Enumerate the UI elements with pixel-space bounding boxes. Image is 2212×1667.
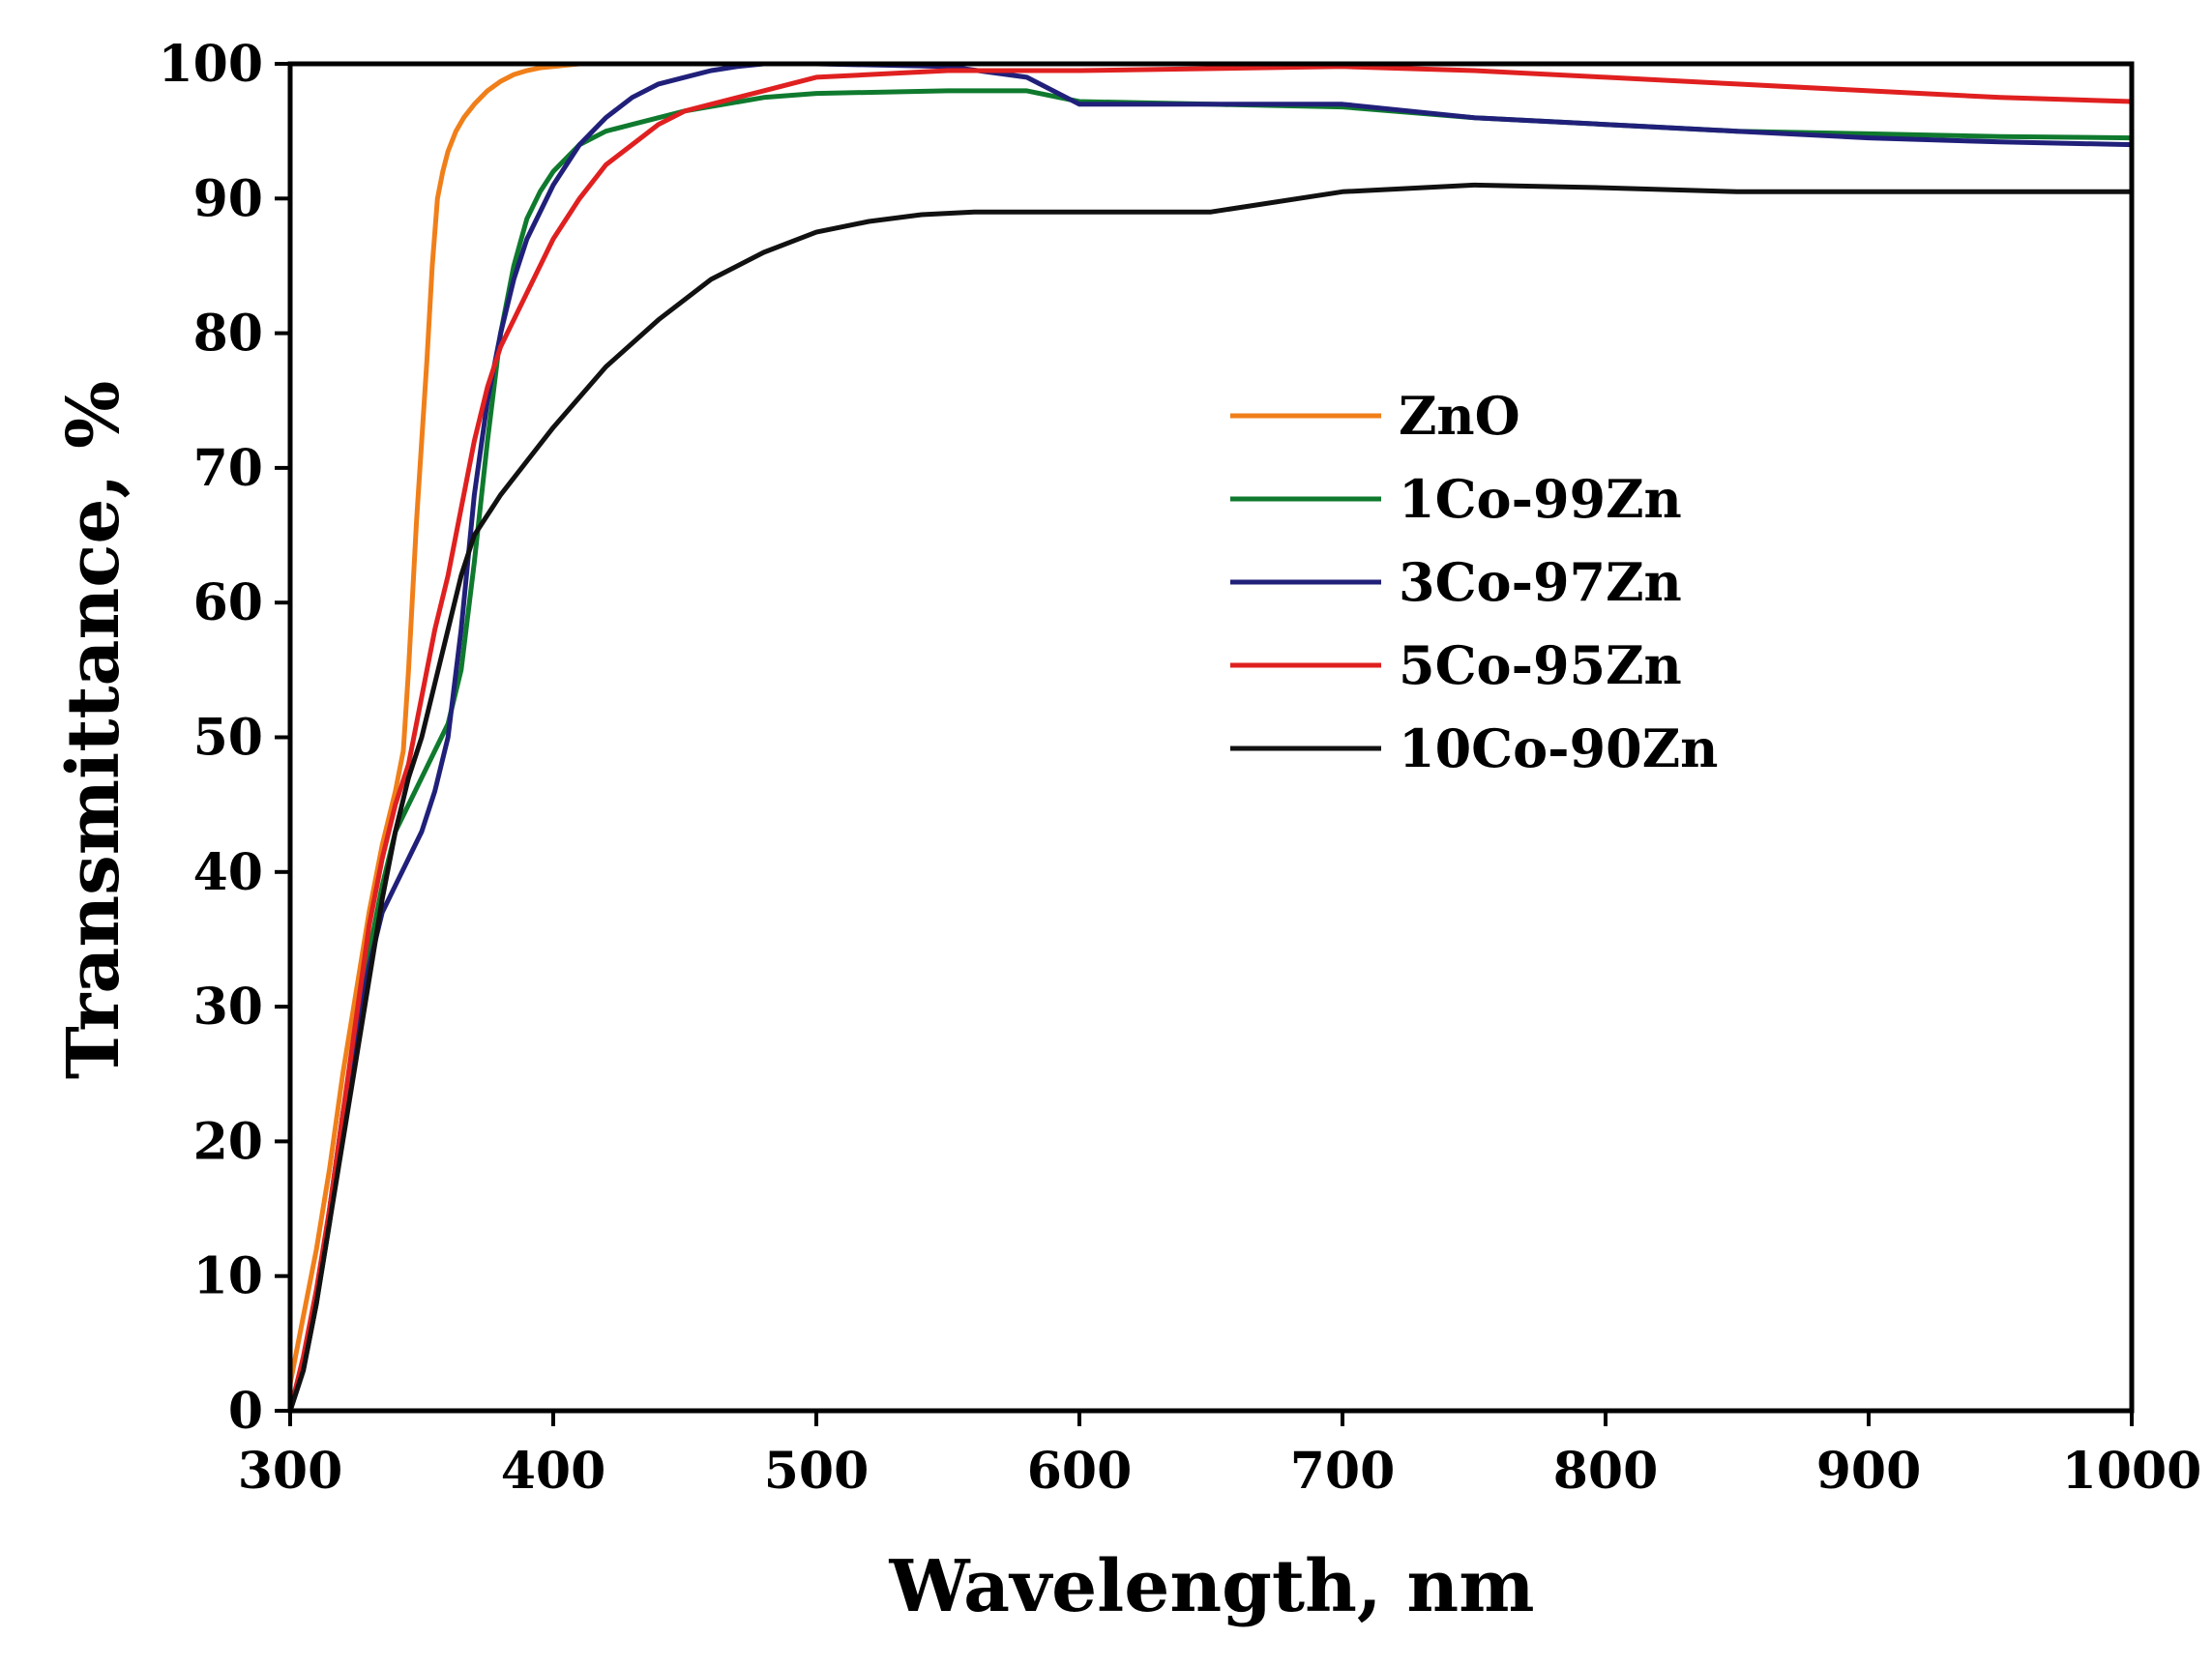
y-tick-label-6: 60 (193, 573, 263, 632)
legend: ZnO 1Co-99Zn 3Co-97Zn 5Co-95Zn 10Co-90Zn (1230, 385, 1718, 779)
legend-label-2: 3Co-97Zn (1399, 551, 1682, 613)
legend-label-3: 5Co-95Zn (1399, 634, 1682, 696)
series-line-4 (287, 182, 2135, 1414)
y-tick-label-9: 90 (193, 169, 263, 228)
y-tick-label-1: 10 (193, 1247, 263, 1306)
x-tick-label-6: 900 (1816, 1442, 1922, 1501)
legend-label-1: 1Co-99Zn (1399, 468, 1682, 530)
y-tick-label-7: 70 (193, 439, 263, 498)
x-tick-label-0: 300 (238, 1442, 343, 1501)
y-tick-label-8: 80 (193, 305, 263, 364)
tick-layer: 300 400 500 600 700 800 900 1000 0 10 20 30 40 50 60 70… (158, 35, 2201, 1501)
x-tick-label-2: 500 (764, 1442, 870, 1501)
x-tick-label-1: 400 (501, 1442, 606, 1501)
y-tick-label-0: 0 (228, 1382, 263, 1441)
y-tick-label-3: 30 (193, 978, 263, 1037)
x-tick-label-4: 700 (1290, 1442, 1396, 1501)
y-tick-label-2: 20 (193, 1112, 263, 1171)
x-tick-label-5: 800 (1553, 1442, 1659, 1501)
y-tick-label-5: 50 (193, 709, 263, 768)
x-axis-title: Wavelength, nm (888, 1545, 1534, 1628)
y-tick-label-10: 100 (158, 35, 263, 94)
legend-label-4: 10Co-90Zn (1399, 717, 1718, 779)
y-axis-title: Transmittance, % (52, 381, 135, 1080)
y-tick-label-4: 40 (193, 843, 263, 902)
series-line-3 (287, 64, 2135, 1414)
x-tick-label-7: 1000 (2062, 1442, 2202, 1501)
legend-label-0: ZnO (1399, 385, 1520, 447)
x-tick-label-3: 600 (1027, 1442, 1133, 1501)
